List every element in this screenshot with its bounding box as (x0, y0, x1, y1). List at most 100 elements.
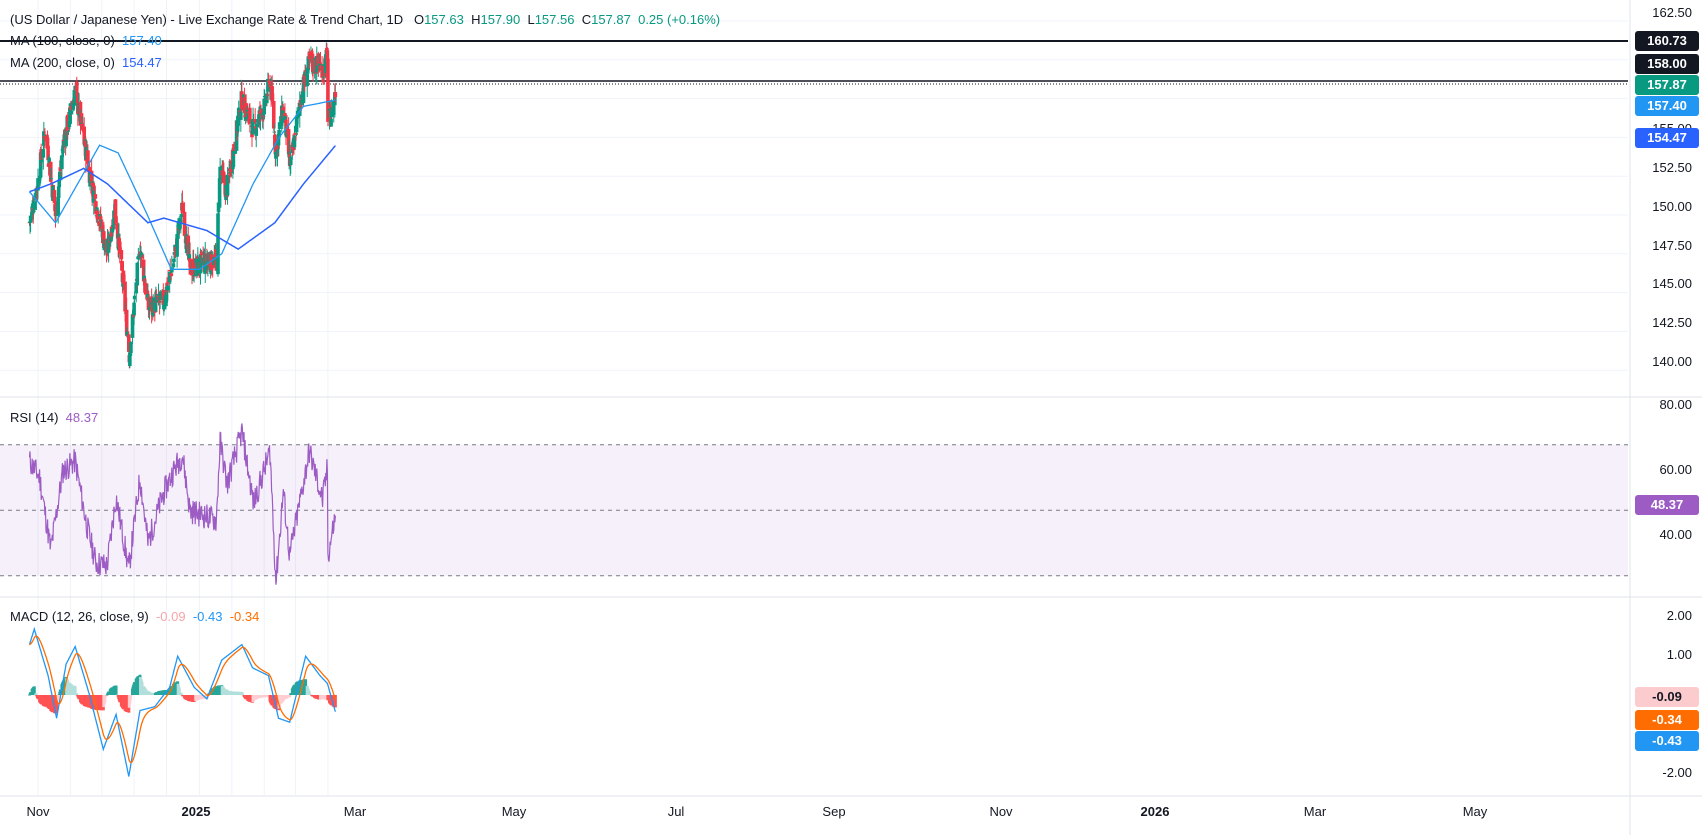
date-axis-label: Nov (989, 804, 1013, 819)
macd-signal-tag: -0.34 (1635, 710, 1699, 730)
candle-body (154, 296, 158, 299)
candle-body (179, 220, 183, 223)
price-axis-label: 145.00 (1652, 276, 1692, 291)
ma100-legend[interactable]: MA (100, close, 0) 157.40 (10, 33, 162, 48)
macd-histogram-bar (116, 694, 120, 696)
candle-body (95, 207, 99, 212)
candle-body (61, 146, 65, 154)
candle-body (262, 95, 267, 98)
macd-histogram-bar (292, 684, 296, 695)
candle-body (120, 261, 124, 271)
macd-histogram-bar (259, 695, 263, 698)
macd-histogram-bar (288, 695, 292, 698)
candle-body (61, 139, 66, 148)
candle-body (165, 285, 170, 291)
macd-histogram-bar (174, 682, 178, 695)
candle-body (142, 279, 147, 286)
candle-body (32, 201, 37, 210)
candle-body (166, 281, 170, 284)
candle-body (288, 156, 293, 165)
rsi-band-fill (0, 444, 1628, 576)
candle-body (294, 117, 299, 133)
candle-body (316, 53, 321, 66)
macd-histogram-bar (155, 692, 159, 695)
date-axis-label: Sep (822, 804, 846, 819)
candle-body (266, 80, 271, 82)
candle-body (294, 132, 298, 135)
date-axis-label: 2026 (1140, 804, 1170, 819)
candle-body (262, 98, 267, 115)
candle-body (68, 107, 72, 125)
resistance-high-tag: 160.73 (1635, 31, 1699, 51)
candle-body (265, 94, 270, 96)
macd-histogram-bar (62, 679, 66, 695)
macd-histogram-bar (40, 695, 44, 705)
candle-body (131, 313, 136, 317)
candle-body (186, 235, 191, 246)
macd-histogram-bar (200, 695, 204, 700)
macd-histogram-bar (274, 695, 278, 710)
price-axis-label: 140.00 (1652, 354, 1692, 369)
candle-body (167, 272, 172, 282)
rsi-axis-label: 40.00 (1659, 527, 1692, 542)
candle-body (191, 258, 196, 277)
candle-body (284, 124, 289, 138)
candle-body (210, 264, 215, 269)
rsi-panel (0, 423, 1628, 585)
candle-body (236, 116, 240, 126)
macd-histogram-bar (240, 693, 244, 695)
candle-body (250, 120, 255, 135)
macd-label: MACD (12, 26, close, 9) (10, 609, 149, 624)
low-value: 157.56 (534, 12, 575, 27)
candle-body (329, 119, 333, 127)
macd-histogram-bar (326, 695, 330, 701)
candle-body (139, 252, 144, 258)
candle-body (214, 249, 218, 258)
ma200-legend[interactable]: MA (200, close, 0) 154.47 (10, 55, 162, 70)
candle-body (142, 275, 146, 282)
macd-histogram-bar (103, 695, 107, 702)
candle-body (175, 234, 179, 257)
macd-histogram-bar (57, 695, 61, 698)
candle-body (305, 74, 310, 87)
candle-body (146, 293, 150, 301)
rsi-axis-label: 80.00 (1659, 397, 1692, 412)
candle-body (329, 107, 334, 118)
candle-body (124, 309, 129, 336)
macd-histogram-bar (129, 695, 133, 697)
candle-body (162, 305, 166, 310)
macd-signal-line (29, 635, 337, 764)
macd-histogram-bar (133, 681, 137, 695)
candle-body (31, 210, 36, 213)
macd-histogram-bar (229, 691, 233, 695)
macd-histogram-bar (136, 676, 140, 695)
macd-histogram-bar (285, 695, 289, 699)
candle-body (261, 115, 266, 117)
candle-body (143, 282, 148, 295)
candle-body (272, 131, 277, 133)
macd-histogram-bar (144, 689, 148, 695)
candle-body (318, 63, 322, 66)
candle-body (183, 231, 187, 237)
date-axis-label: Mar (1303, 804, 1327, 819)
macd-histogram-bar (51, 695, 55, 713)
macd-hist-value: -0.09 (155, 609, 186, 624)
macd-legend[interactable]: MACD (12, 26, close, 9) -0.09 -0.43 -0.3… (10, 609, 259, 624)
date-axis-label: May (1462, 804, 1488, 819)
moving-averages (28, 99, 336, 270)
macd-histogram-bar (47, 695, 51, 709)
candle-body (240, 106, 245, 110)
date-axis-label: Nov (26, 804, 50, 819)
macd-histogram-bar (322, 695, 326, 700)
candle-body (188, 259, 193, 275)
candle-body (127, 334, 131, 352)
candle-body (265, 93, 269, 104)
candle-body (69, 105, 73, 111)
rsi-axis-label: 60.00 (1659, 462, 1692, 477)
rsi-legend[interactable]: RSI (14) 48.37 (10, 410, 98, 425)
candle-body (225, 174, 230, 196)
candle-body (331, 100, 336, 115)
macd-histogram-bar (307, 691, 311, 695)
ma100-tag: 157.40 (1635, 96, 1699, 116)
